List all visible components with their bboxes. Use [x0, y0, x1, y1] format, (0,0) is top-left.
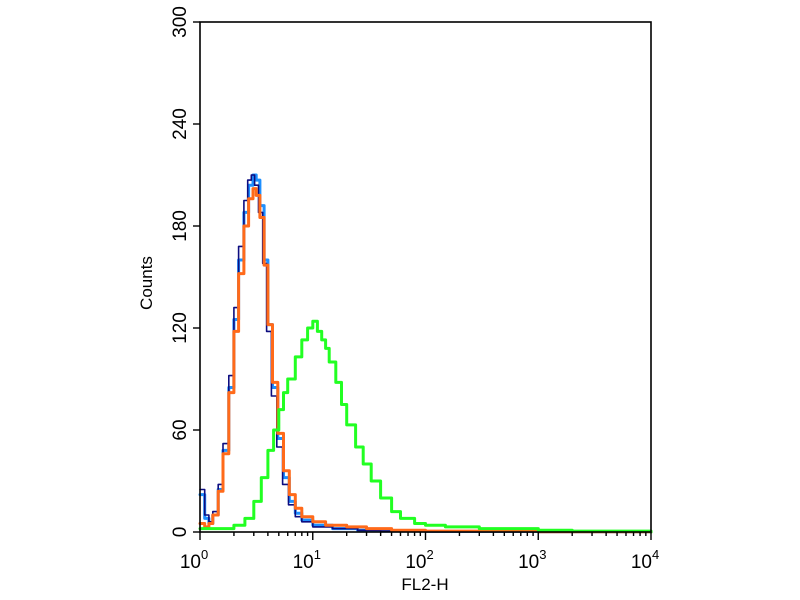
x-tick-label: 104	[631, 547, 659, 573]
series-layer	[198, 173, 653, 534]
x-axis-title: FL2-H	[401, 575, 448, 594]
y-tick-label: 240	[170, 108, 191, 140]
y-tick-label: 0	[170, 527, 191, 538]
y-tick-label: 180	[170, 210, 191, 242]
y-tick-label: 60	[170, 419, 191, 440]
y-axis: 0 60 120 180 240 300	[170, 6, 200, 537]
histogram-series-3	[198, 187, 653, 534]
y-axis-title: Counts	[137, 256, 156, 310]
x-tick-label: 103	[518, 547, 546, 573]
x-axis: 100 101 102 103 104	[180, 532, 659, 573]
x-tick-label: 102	[405, 547, 433, 573]
y-tick-label: 120	[170, 312, 191, 344]
histogram-series-4	[198, 319, 653, 534]
y-tick-label: 300	[170, 6, 191, 38]
x-tick-label: 101	[293, 547, 321, 573]
x-tick-label: 100	[180, 547, 208, 573]
